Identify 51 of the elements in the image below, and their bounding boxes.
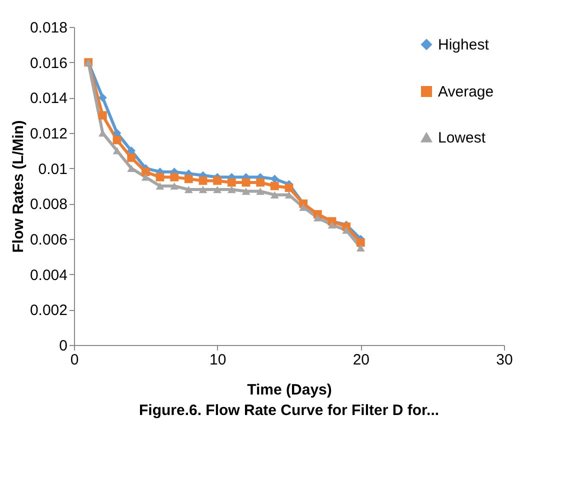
point [198,176,208,185]
point [213,176,222,185]
point [356,244,365,252]
point [256,188,265,195]
point [141,168,150,176]
point [328,221,336,228]
point [356,238,365,247]
point [284,184,294,192]
point [256,178,265,187]
legend-label: Highest [438,36,490,54]
point [342,226,351,234]
x-axis-title: Time (Days) [247,382,332,398]
y-tick-label: 0 [59,338,68,354]
point [184,186,193,194]
y-tick-label: 0.002 [30,302,68,320]
point [270,182,279,190]
x-tick-label: 30 [496,352,513,368]
y-tick-label: 0.004 [30,266,68,284]
y-tick-label: 0.018 [30,20,68,36]
point [227,178,236,187]
y-tick-label: 0.008 [30,196,68,214]
point [156,182,164,190]
y-tick-label: 0.016 [30,54,68,72]
y-tick-label: 0.012 [30,126,68,142]
x-tick-label: 10 [209,352,226,368]
point [213,186,222,194]
legend-label: Average [438,84,494,100]
text: Figure.6. Flow Rate Curve for Filter D for... [138,402,440,419]
x-tick-label: 20 [352,352,370,368]
point [112,136,122,144]
point [270,191,279,198]
point [170,182,179,190]
y-axis-title: Flow Rates (L/Min) [10,120,27,253]
point [98,111,107,120]
point [313,214,322,222]
x-tick-label: 0 [70,352,79,368]
point [242,188,250,195]
point [227,186,236,194]
point [127,154,136,162]
point [141,174,150,181]
legend-label: Lowest [438,130,486,146]
point [170,172,179,182]
y-tick-label: 0.006 [30,232,68,248]
point [242,178,250,187]
y-tick-label: 0.01 [38,160,68,178]
point [184,174,193,184]
point [127,146,136,155]
point [98,93,107,102]
point [156,172,164,182]
y-tick-label: 0.014 [30,90,68,108]
point [198,186,208,194]
